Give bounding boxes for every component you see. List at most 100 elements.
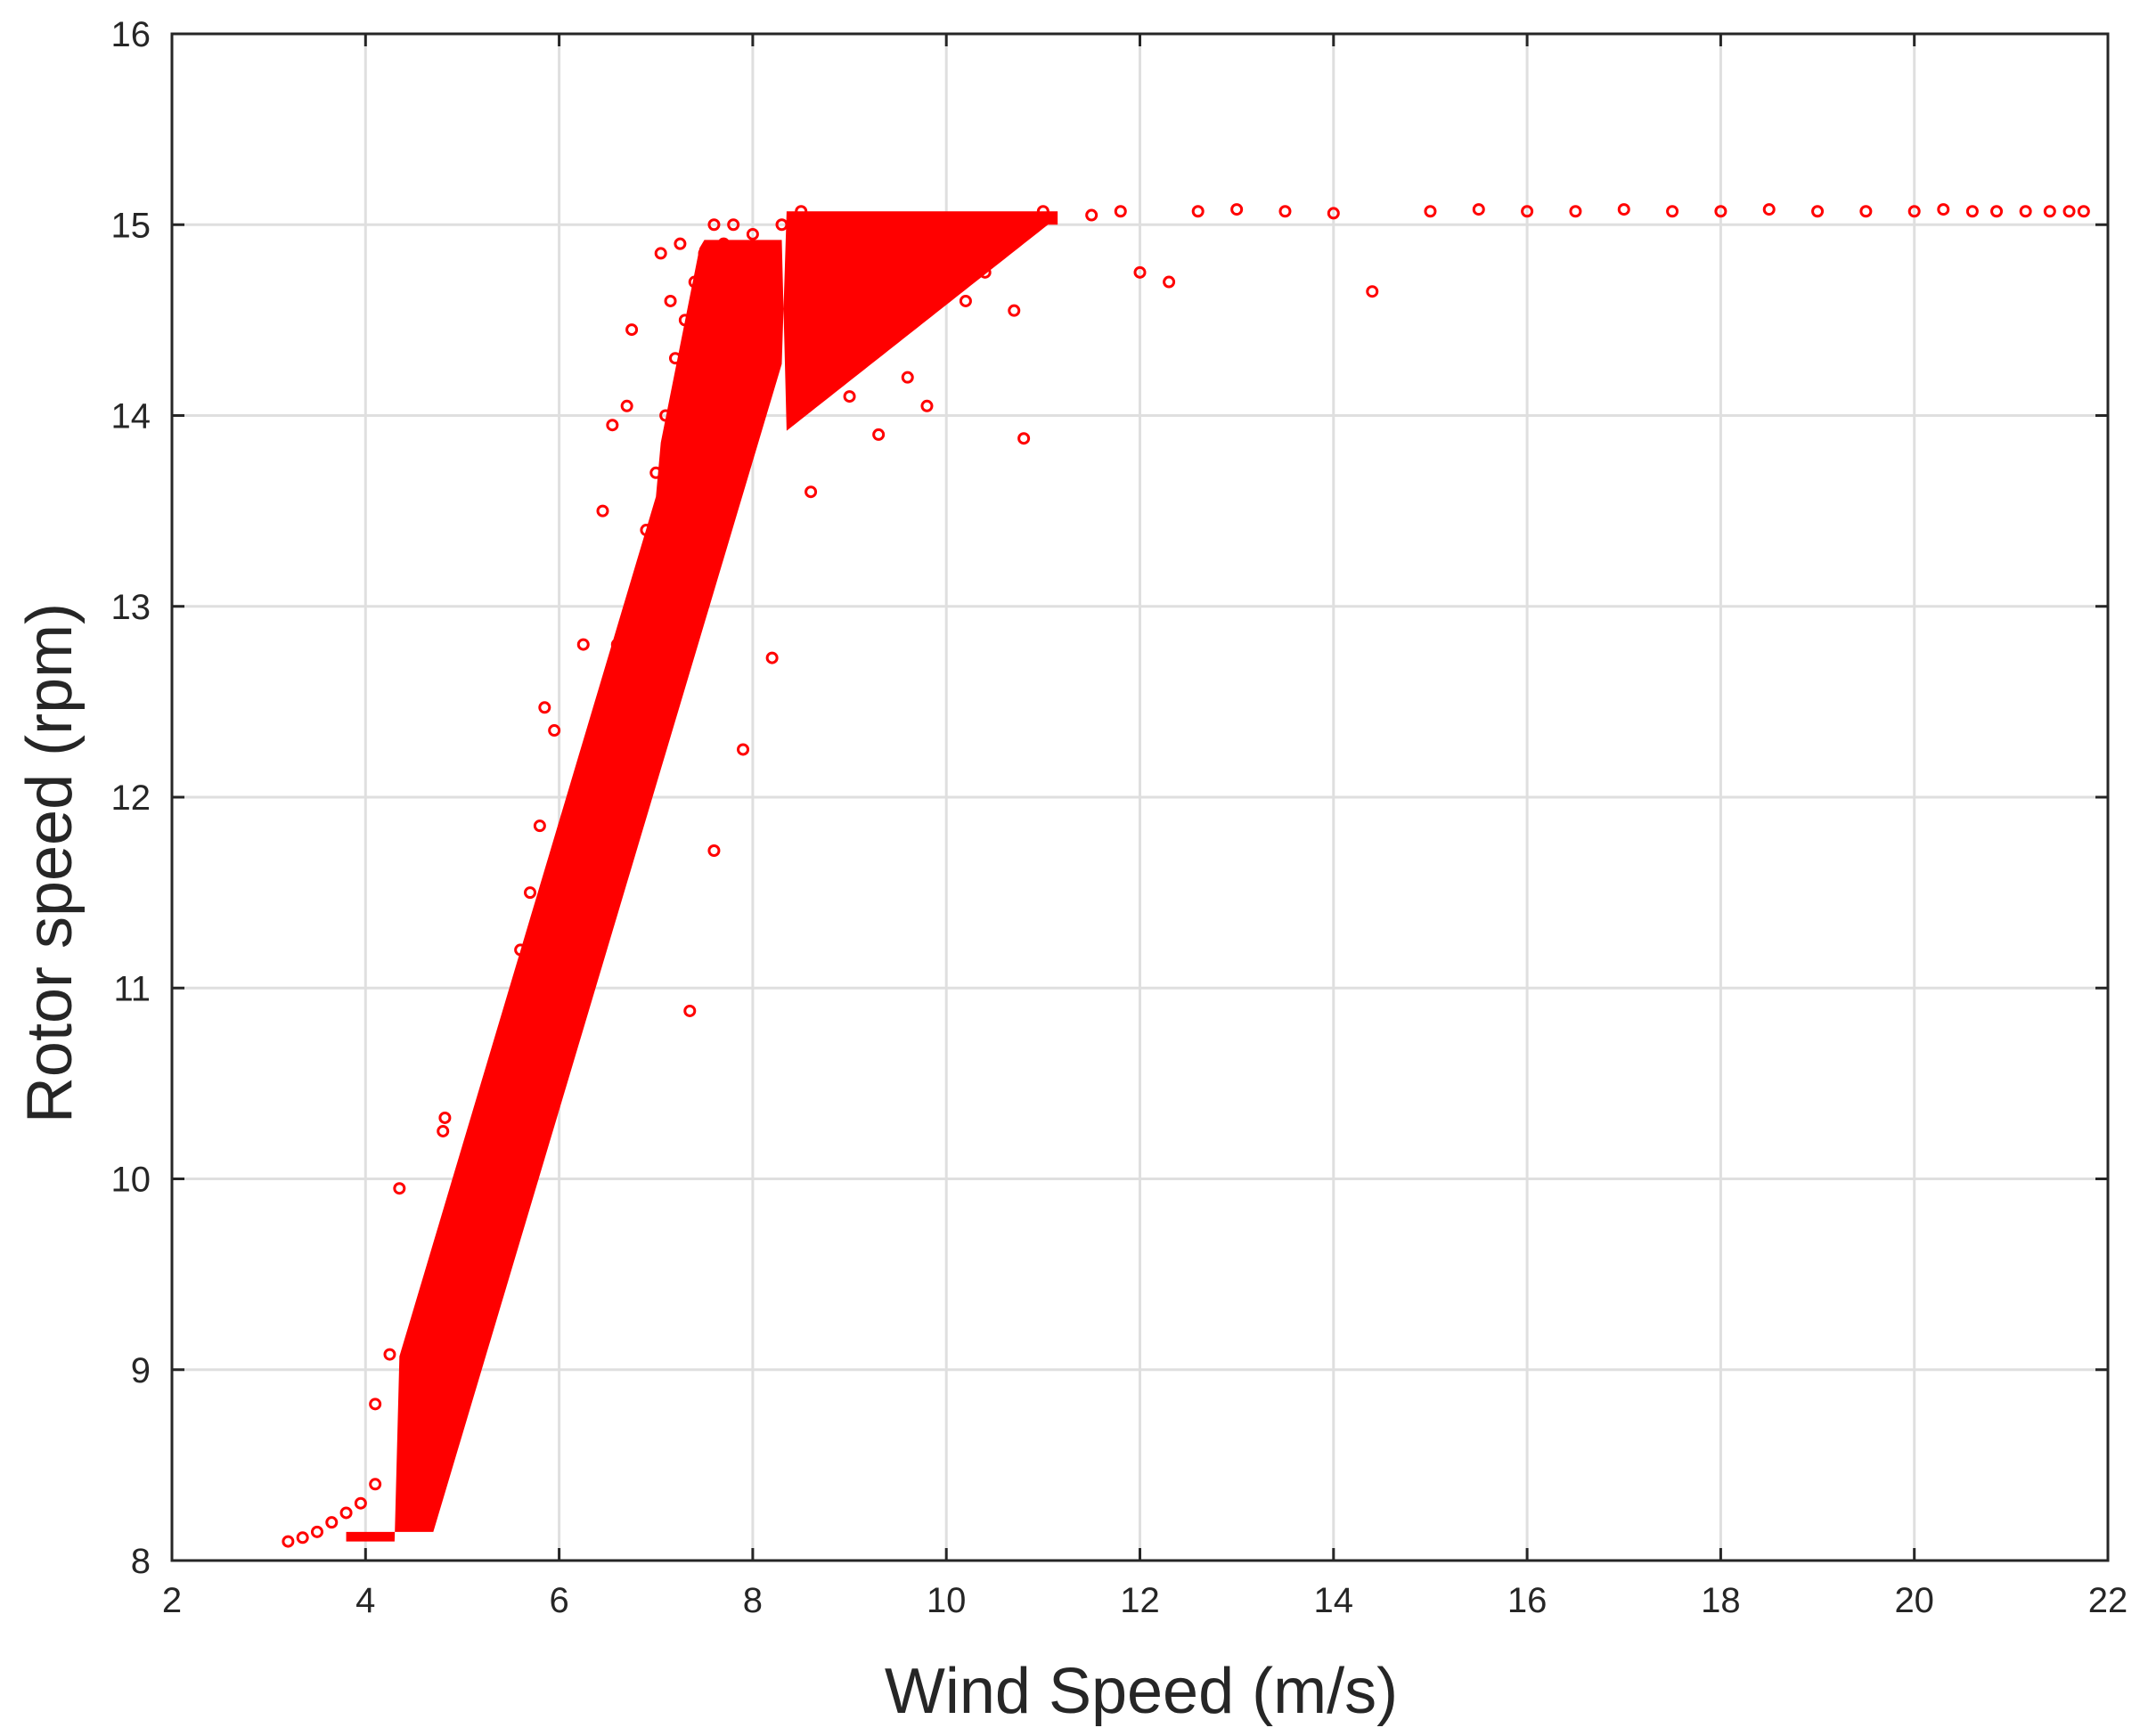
data-point bbox=[1937, 203, 1950, 216]
data-point bbox=[1327, 207, 1340, 220]
data-point bbox=[640, 524, 653, 537]
data-point bbox=[369, 1398, 382, 1411]
y-tick-label: 9 bbox=[131, 1351, 151, 1390]
data-point bbox=[393, 1182, 406, 1195]
data-point bbox=[339, 1506, 353, 1520]
data-point bbox=[610, 638, 624, 651]
data-point bbox=[1714, 205, 1727, 218]
data-point bbox=[920, 399, 934, 412]
data-point bbox=[1163, 275, 1176, 289]
data-point bbox=[1472, 203, 1485, 216]
x-tick-label: 2 bbox=[162, 1581, 182, 1620]
data-point bbox=[572, 867, 585, 880]
data-point bbox=[1085, 208, 1099, 222]
data-point bbox=[596, 504, 609, 518]
y-tick-labels: 8 9 10 11 12 13 14 15 16 bbox=[111, 15, 151, 1581]
data-point bbox=[978, 265, 992, 279]
data-point bbox=[465, 1229, 478, 1243]
data-point bbox=[1666, 205, 1679, 218]
data-point bbox=[668, 352, 682, 365]
data-point bbox=[1811, 205, 1825, 218]
y-tick-label: 16 bbox=[111, 15, 151, 54]
x-tick-label: 8 bbox=[743, 1581, 763, 1620]
data-point bbox=[737, 743, 750, 756]
data-point bbox=[625, 323, 639, 337]
data-point bbox=[659, 409, 673, 422]
x-tick-label: 6 bbox=[549, 1581, 568, 1620]
data-point bbox=[606, 419, 619, 432]
data-point bbox=[1762, 203, 1776, 216]
data-point bbox=[901, 371, 914, 384]
data-point bbox=[775, 218, 788, 232]
data-point bbox=[1114, 205, 1127, 218]
data-point bbox=[438, 1111, 452, 1124]
data-point bbox=[620, 399, 633, 412]
data-point bbox=[600, 695, 614, 708]
data-point bbox=[421, 1277, 435, 1291]
data-point bbox=[688, 275, 701, 289]
y-tick-label: 14 bbox=[111, 397, 151, 436]
data-point bbox=[707, 844, 721, 857]
data-point bbox=[2077, 205, 2090, 218]
data-point bbox=[1907, 205, 1921, 218]
data-point bbox=[823, 294, 837, 307]
data-point bbox=[383, 1348, 396, 1361]
axes-frame bbox=[170, 32, 2110, 1562]
data-point bbox=[795, 205, 808, 218]
data-point bbox=[1990, 205, 2004, 218]
dense-point-cloud bbox=[346, 211, 1058, 1542]
data-point bbox=[369, 1478, 382, 1491]
data-point bbox=[804, 485, 818, 499]
data-point bbox=[1191, 205, 1205, 218]
data-point bbox=[582, 810, 595, 823]
data-point bbox=[717, 237, 731, 250]
x-tick-label: 16 bbox=[1507, 1581, 1548, 1620]
data-point bbox=[548, 724, 561, 738]
data-point bbox=[872, 428, 886, 441]
data-point bbox=[354, 1496, 367, 1510]
data-point bbox=[325, 1516, 339, 1529]
data-point bbox=[727, 218, 740, 232]
data-point bbox=[1230, 203, 1244, 216]
y-tick-label: 11 bbox=[113, 969, 151, 1008]
data-point bbox=[630, 581, 643, 594]
data-point bbox=[1859, 205, 1873, 218]
data-point bbox=[959, 294, 972, 307]
data-point bbox=[698, 247, 711, 260]
data-point bbox=[403, 1439, 416, 1453]
data-point bbox=[683, 1004, 697, 1017]
data-point bbox=[524, 886, 537, 900]
data-point bbox=[678, 314, 691, 327]
x-tick-label: 18 bbox=[1701, 1581, 1741, 1620]
data-point bbox=[2062, 205, 2076, 218]
data-point bbox=[1008, 304, 1021, 317]
data-point bbox=[533, 819, 546, 833]
data-point bbox=[538, 701, 551, 714]
x-tick-label: 10 bbox=[927, 1581, 967, 1620]
x-tick-label: 14 bbox=[1314, 1581, 1354, 1620]
data-point bbox=[2043, 205, 2056, 218]
data-point bbox=[1366, 285, 1379, 298]
data-point bbox=[843, 390, 856, 403]
y-tick-label: 12 bbox=[111, 778, 151, 818]
x-tick-label: 20 bbox=[1894, 1581, 1934, 1620]
data-point bbox=[2019, 205, 2032, 218]
data-point bbox=[1133, 265, 1147, 279]
data-point bbox=[576, 638, 590, 651]
data-point bbox=[485, 1115, 498, 1129]
data-point bbox=[707, 218, 721, 232]
data-point bbox=[562, 924, 576, 937]
data-point bbox=[514, 943, 527, 957]
data-point bbox=[475, 1172, 488, 1186]
data-point bbox=[649, 466, 663, 479]
y-tick-label: 13 bbox=[111, 588, 151, 627]
y-tick-label: 8 bbox=[131, 1542, 151, 1581]
y-tick-label: 15 bbox=[111, 206, 151, 245]
data-point bbox=[282, 1535, 295, 1548]
x-tick-label: 12 bbox=[1120, 1581, 1160, 1620]
data-point bbox=[1424, 205, 1437, 218]
data-point bbox=[446, 1344, 460, 1357]
data-point bbox=[412, 1373, 426, 1386]
data-point bbox=[664, 294, 677, 307]
